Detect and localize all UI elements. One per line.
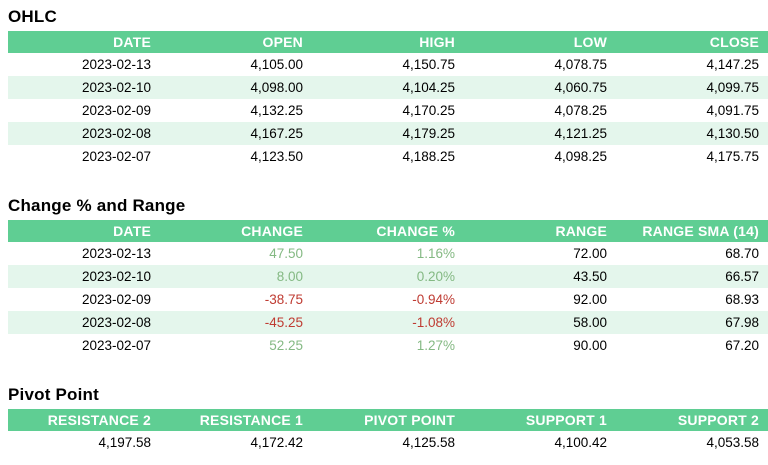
range-cell: 72.00 [464, 242, 616, 265]
range-cell: 58.00 [464, 311, 616, 334]
open-cell: 4,132.25 [160, 99, 312, 122]
table-row: 2023-02-08 4,167.25 4,179.25 4,121.25 4,… [8, 122, 768, 145]
pivot-header-resistance2: RESISTANCE 2 [8, 409, 160, 431]
range-cell: 43.50 [464, 265, 616, 288]
pivot-header-support2: SUPPORT 2 [616, 409, 768, 431]
close-cell: 4,175.75 [616, 145, 768, 168]
pivot-point-section-title: Pivot Point [8, 385, 99, 404]
ohlc-section-title: OHLC [8, 7, 57, 26]
low-cell: 4,098.25 [464, 145, 616, 168]
change-pct-cell: 1.27% [312, 334, 464, 357]
date-cell: 2023-02-07 [8, 334, 160, 357]
range-sma-cell: 67.98 [616, 311, 768, 334]
date-cell: 2023-02-13 [8, 242, 160, 265]
high-cell: 4,188.25 [312, 145, 464, 168]
ohlc-header-row: DATE OPEN HIGH LOW CLOSE [8, 31, 768, 53]
table-row: 2023-02-08 -45.25 -1.08% 58.00 67.98 [8, 311, 768, 334]
change-cell: 8.00 [160, 265, 312, 288]
ohlc-header-high: HIGH [312, 31, 464, 53]
change-range-table: DATE CHANGE CHANGE % RANGE RANGE SMA (14… [8, 220, 768, 357]
table-row: 4,197.58 4,172.42 4,125.58 4,100.42 4,05… [8, 431, 768, 454]
range-cell: 92.00 [464, 288, 616, 311]
table-row: 2023-02-10 4,098.00 4,104.25 4,060.75 4,… [8, 76, 768, 99]
change-range-section: Change % and Range DATE CHANGE CHANGE % … [0, 197, 768, 357]
ohlc-table: DATE OPEN HIGH LOW CLOSE 2023-02-13 4,10… [8, 31, 768, 168]
change-cell: 47.50 [160, 242, 312, 265]
ohlc-section: OHLC DATE OPEN HIGH LOW CLOSE 2023-02-13… [0, 8, 768, 168]
range-sma-cell: 68.70 [616, 242, 768, 265]
date-cell: 2023-02-08 [8, 122, 160, 145]
close-cell: 4,091.75 [616, 99, 768, 122]
table-row: 2023-02-13 47.50 1.16% 72.00 68.70 [8, 242, 768, 265]
range-sma-cell: 66.57 [616, 265, 768, 288]
change-pct-cell: 1.16% [312, 242, 464, 265]
date-cell: 2023-02-09 [8, 288, 160, 311]
change-header-change: CHANGE [160, 220, 312, 242]
change-cell: -38.75 [160, 288, 312, 311]
ohlc-header-date: DATE [8, 31, 160, 53]
low-cell: 4,121.25 [464, 122, 616, 145]
support1-cell: 4,100.42 [464, 431, 616, 454]
change-pct-cell: -0.94% [312, 288, 464, 311]
pivot-point-cell: 4,125.58 [312, 431, 464, 454]
low-cell: 4,078.75 [464, 53, 616, 76]
change-cell: -45.25 [160, 311, 312, 334]
pivot-header-resistance1: RESISTANCE 1 [160, 409, 312, 431]
pivot-point-table: RESISTANCE 2 RESISTANCE 1 PIVOT POINT SU… [8, 409, 768, 454]
resistance1-cell: 4,172.42 [160, 431, 312, 454]
open-cell: 4,123.50 [160, 145, 312, 168]
high-cell: 4,104.25 [312, 76, 464, 99]
change-cell: 52.25 [160, 334, 312, 357]
open-cell: 4,098.00 [160, 76, 312, 99]
change-range-header-row: DATE CHANGE CHANGE % RANGE RANGE SMA (14… [8, 220, 768, 242]
table-row: 2023-02-07 4,123.50 4,188.25 4,098.25 4,… [8, 145, 768, 168]
ohlc-header-close: CLOSE [616, 31, 768, 53]
change-header-date: DATE [8, 220, 160, 242]
open-cell: 4,167.25 [160, 122, 312, 145]
ohlc-header-open: OPEN [160, 31, 312, 53]
table-row: 2023-02-09 4,132.25 4,170.25 4,078.25 4,… [8, 99, 768, 122]
date-cell: 2023-02-10 [8, 76, 160, 99]
open-cell: 4,105.00 [160, 53, 312, 76]
change-header-range-sma: RANGE SMA (14) [616, 220, 768, 242]
close-cell: 4,147.25 [616, 53, 768, 76]
table-row: 2023-02-09 -38.75 -0.94% 92.00 68.93 [8, 288, 768, 311]
low-cell: 4,060.75 [464, 76, 616, 99]
pivot-header-pivot: PIVOT POINT [312, 409, 464, 431]
change-pct-cell: -1.08% [312, 311, 464, 334]
date-cell: 2023-02-07 [8, 145, 160, 168]
high-cell: 4,170.25 [312, 99, 464, 122]
pivot-header-support1: SUPPORT 1 [464, 409, 616, 431]
low-cell: 4,078.25 [464, 99, 616, 122]
support2-cell: 4,053.58 [616, 431, 768, 454]
close-cell: 4,130.50 [616, 122, 768, 145]
table-row: 2023-02-13 4,105.00 4,150.75 4,078.75 4,… [8, 53, 768, 76]
high-cell: 4,150.75 [312, 53, 464, 76]
close-cell: 4,099.75 [616, 76, 768, 99]
pivot-point-section: Pivot Point RESISTANCE 2 RESISTANCE 1 PI… [0, 386, 768, 454]
resistance2-cell: 4,197.58 [8, 431, 160, 454]
range-cell: 90.00 [464, 334, 616, 357]
ohlc-header-low: LOW [464, 31, 616, 53]
pivot-header-row: RESISTANCE 2 RESISTANCE 1 PIVOT POINT SU… [8, 409, 768, 431]
change-range-section-title: Change % and Range [8, 196, 186, 215]
change-header-change-pct: CHANGE % [312, 220, 464, 242]
table-row: 2023-02-10 8.00 0.20% 43.50 66.57 [8, 265, 768, 288]
date-cell: 2023-02-13 [8, 53, 160, 76]
high-cell: 4,179.25 [312, 122, 464, 145]
date-cell: 2023-02-09 [8, 99, 160, 122]
range-sma-cell: 68.93 [616, 288, 768, 311]
date-cell: 2023-02-08 [8, 311, 160, 334]
change-header-range: RANGE [464, 220, 616, 242]
range-sma-cell: 67.20 [616, 334, 768, 357]
table-row: 2023-02-07 52.25 1.27% 90.00 67.20 [8, 334, 768, 357]
change-pct-cell: 0.20% [312, 265, 464, 288]
date-cell: 2023-02-10 [8, 265, 160, 288]
